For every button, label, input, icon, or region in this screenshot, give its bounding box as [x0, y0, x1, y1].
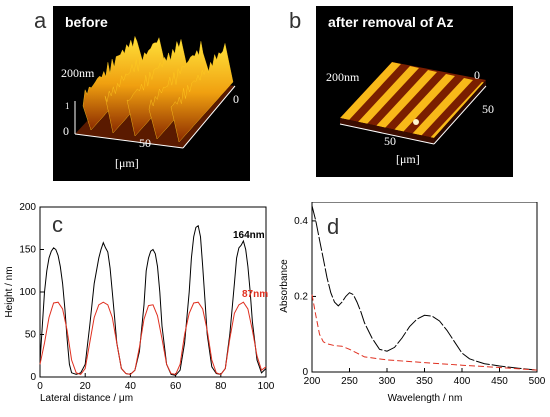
afm-after-tick-0: 0: [474, 68, 480, 82]
afm-after-tick-50: 50: [384, 134, 396, 148]
chart-d-frame: [311, 202, 538, 373]
x-tick-label: 40: [125, 381, 137, 392]
afm-surface-before: [74, 35, 236, 149]
afm-image-after: after removal of Az 200nm 50 50 0 [μm]: [316, 6, 513, 177]
chart-c-xlabel: Lateral distance / μm: [40, 393, 133, 404]
x-tick-label: 100: [258, 381, 275, 392]
y-tick-label: 0.4: [294, 216, 308, 227]
x-tick-label: 20: [80, 381, 92, 392]
afm-after-tick-left: 50: [482, 102, 494, 116]
panel-letter-a: a: [34, 8, 47, 33]
afm-stripe: [358, 66, 419, 124]
series-line-1: [39, 301, 267, 375]
panel-letter-c: c: [52, 212, 63, 237]
y-tick-label: 200: [19, 202, 36, 213]
series-line-0: [39, 224, 267, 376]
height-profile-chart: 0 20 40 60 80 100 0 50 100 150 200 c 164nm 87nm He…: [4, 202, 275, 404]
chart-c-annotation-red: 87nm: [242, 289, 268, 300]
x-tick-label: 200: [304, 376, 321, 387]
afm-image-before: before 200nm 1 0 50 0 [μm]: [53, 6, 250, 181]
x-tick-label: 80: [215, 381, 227, 392]
chart-c-annotation-black: 164nm: [233, 230, 265, 241]
afm-before-unit: [μm]: [115, 156, 139, 170]
series-line-1: [311, 294, 538, 371]
x-tick-label: 350: [416, 376, 433, 387]
x-tick-label: 300: [379, 376, 396, 387]
panel-letter-d: d: [327, 214, 339, 239]
y-tick-label: 50: [25, 330, 37, 341]
absorbance-chart: 200 250 300 350 400 450 500 0 0.2 0.4 d Absorbanc…: [279, 202, 546, 404]
afm-before-tick-right-0: 0: [233, 92, 239, 106]
x-tick-label: 450: [491, 376, 508, 387]
x-tick-label: 250: [341, 376, 358, 387]
afm-before-tick-0: 0: [63, 124, 69, 138]
afm-surface-after: [339, 62, 487, 145]
y-tick-label: 0.2: [294, 291, 308, 302]
y-tick-label: 100: [19, 287, 36, 298]
y-tick-label: 150: [19, 245, 36, 256]
x-tick-label: 60: [170, 381, 182, 392]
afm-after-height-label: 200nm: [326, 70, 360, 84]
chart-d-ylabel: Absorbance: [279, 259, 290, 313]
afm-before-small-tick: 1: [65, 101, 70, 111]
afm-before-title: before: [65, 14, 108, 30]
x-tick-label: 400: [454, 376, 471, 387]
x-tick-label: 0: [37, 381, 43, 392]
series-line-0: [311, 205, 538, 371]
afm-before-tick-50: 50: [139, 136, 151, 150]
afm-stripe: [412, 78, 473, 136]
panel-letter-b: b: [289, 8, 302, 33]
afm-after-unit: [μm]: [396, 152, 420, 166]
afm-before-height-label: 200nm: [61, 66, 95, 80]
afm-after-title: after removal of Az: [328, 14, 454, 30]
afm-ridge: [170, 43, 234, 143]
y-tick-label: 0: [30, 372, 36, 383]
afm-stripe: [340, 62, 401, 120]
afm-stripe: [394, 74, 455, 132]
chart-c-ylabel: Height / nm: [4, 266, 15, 317]
y-tick-label: 0: [302, 367, 308, 378]
x-tick-label: 500: [529, 376, 546, 387]
afm-stripe: [376, 70, 437, 128]
chart-d-xlabel: Wavelength / nm: [388, 393, 463, 404]
